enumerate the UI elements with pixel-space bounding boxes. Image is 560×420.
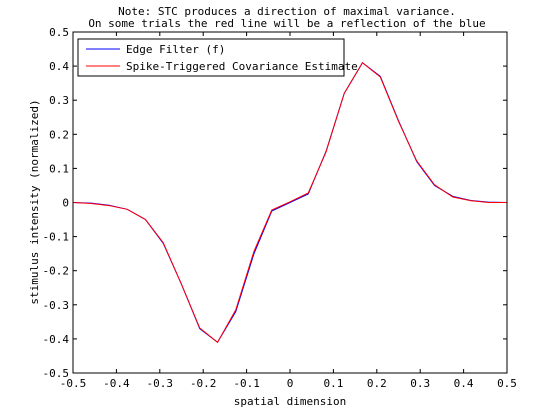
x-tick-label: -0.1	[233, 377, 260, 390]
x-tick-label: 0.1	[323, 377, 343, 390]
y-tick-label: -0.4	[43, 333, 70, 346]
y-tick-label: 0.5	[49, 26, 69, 39]
x-tick-label: 0.3	[410, 377, 430, 390]
y-tick-label: 0.4	[49, 60, 69, 73]
y-axis-label: stimulus intensity (normalized)	[28, 99, 41, 304]
chart-title-line-1: Note: STC produces a direction of maxima…	[118, 5, 456, 18]
x-tick-label: 0.4	[454, 377, 474, 390]
x-tick-label: -0.3	[147, 377, 174, 390]
y-tick-label: -0.2	[43, 265, 70, 278]
plot-frame	[72, 31, 508, 374]
series-lines	[72, 61, 508, 344]
x-tick-label: -0.2	[190, 377, 217, 390]
series-line-stc-estimate	[72, 61, 507, 344]
y-tick-label: -0.5	[43, 367, 70, 380]
y-tick-label: -0.3	[43, 299, 70, 312]
legend-label-stc-estimate: Spike-Triggered Covariance Estimate	[126, 60, 358, 73]
y-tick-labels: 0.5 0.4 0.3 0.2 0.1 0 -0.1 -0.2 -0.3 -0.4 -0.5	[43, 26, 70, 380]
x-tick-label: 0.5	[497, 377, 517, 390]
legend-box	[77, 38, 345, 77]
legend: Edge Filter (f) Spike-Triggered Covarian…	[77, 38, 358, 77]
x-tick-labels: -0.5 -0.4 -0.3 -0.2 -0.1 0 0.1 0.2 0.3 0.4 0.5	[60, 377, 517, 390]
x-tick-label: 0.2	[367, 377, 387, 390]
y-tick-label: -0.1	[43, 231, 70, 244]
x-tick-label: -0.4	[103, 377, 130, 390]
x-tick-label: 0	[287, 377, 294, 390]
y-tick-label: 0	[62, 197, 69, 210]
y-tick-label: 0.3	[49, 94, 69, 107]
y-tick-label: 0.1	[49, 162, 69, 175]
legend-label-edge-filter: Edge Filter (f)	[126, 43, 225, 56]
x-tick-label: -0.5	[60, 377, 87, 390]
chart-title-line-2: On some trials the red line will be a re…	[88, 17, 485, 30]
y-tick-label: 0.2	[49, 128, 69, 141]
x-axis-label: spatial dimension	[234, 395, 347, 408]
